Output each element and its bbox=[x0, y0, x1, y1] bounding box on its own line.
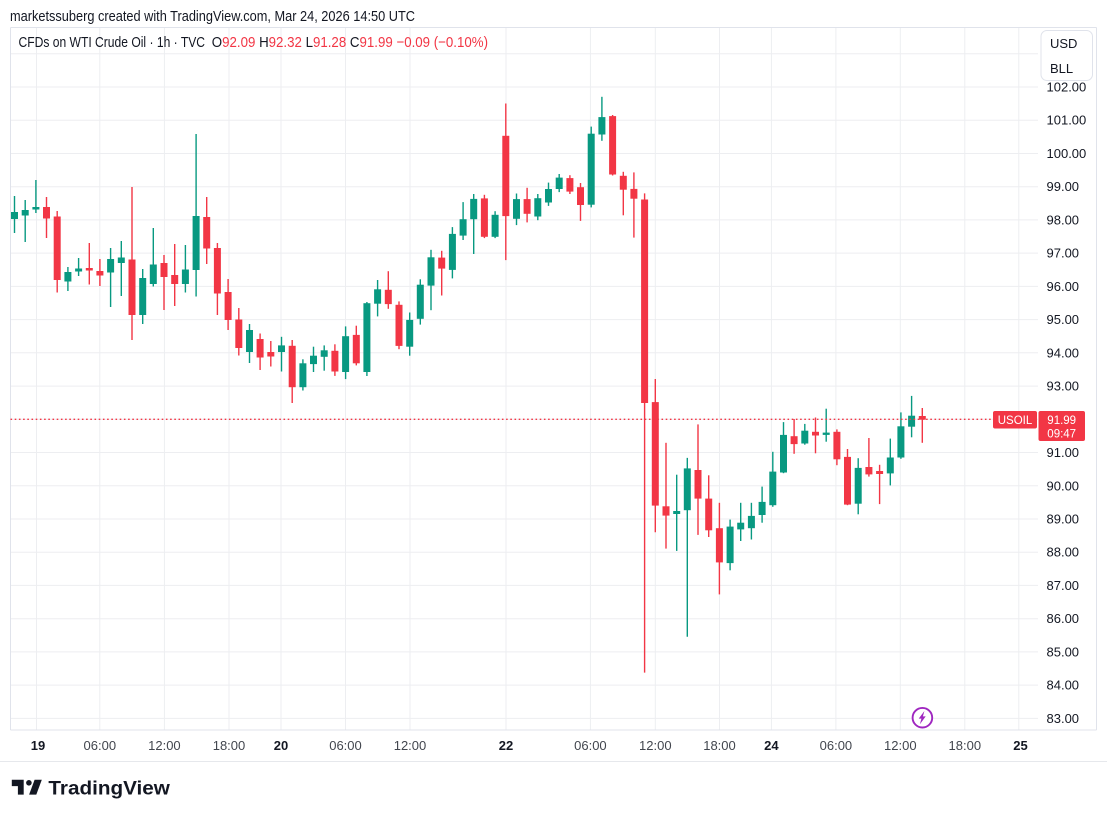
svg-text:93.00: 93.00 bbox=[1047, 379, 1080, 394]
svg-text:97.00: 97.00 bbox=[1047, 246, 1080, 261]
svg-text:25: 25 bbox=[1013, 738, 1027, 753]
svg-text:99.00: 99.00 bbox=[1047, 179, 1080, 194]
svg-text:marketssuberg created with Tra: marketssuberg created with TradingView.c… bbox=[10, 8, 415, 25]
svg-text:94.00: 94.00 bbox=[1047, 345, 1080, 360]
svg-text:CFDs on WTI Crude Oil · 1h · T: CFDs on WTI Crude Oil · 1h · TVC bbox=[19, 34, 206, 51]
svg-text:101.00: 101.00 bbox=[1047, 113, 1087, 128]
svg-text:98.00: 98.00 bbox=[1047, 212, 1080, 227]
svg-text:12:00: 12:00 bbox=[148, 738, 181, 753]
svg-text:USOIL: USOIL bbox=[998, 415, 1033, 427]
svg-text:91.00: 91.00 bbox=[1047, 445, 1080, 460]
svg-text:18:00: 18:00 bbox=[949, 738, 982, 753]
svg-text:12:00: 12:00 bbox=[394, 738, 427, 753]
svg-text:19: 19 bbox=[31, 738, 45, 753]
svg-text:06:00: 06:00 bbox=[574, 738, 607, 753]
svg-text:84.00: 84.00 bbox=[1047, 678, 1080, 693]
svg-text:83.00: 83.00 bbox=[1047, 711, 1080, 726]
svg-text:24: 24 bbox=[764, 738, 779, 753]
svg-text:91.99: 91.99 bbox=[1047, 415, 1076, 427]
svg-text:06:00: 06:00 bbox=[84, 738, 117, 753]
svg-text:O92.09 H92.32 L91.28 C91.99 −0: O92.09 H92.32 L91.28 C91.99 −0.09 (−0.10… bbox=[212, 34, 488, 51]
svg-text:20: 20 bbox=[274, 738, 288, 753]
svg-text:09:47: 09:47 bbox=[1047, 428, 1076, 440]
svg-text:95.00: 95.00 bbox=[1047, 312, 1080, 327]
svg-text:102.00: 102.00 bbox=[1047, 80, 1087, 95]
svg-text:18:00: 18:00 bbox=[703, 738, 736, 753]
svg-text:22: 22 bbox=[499, 738, 513, 753]
svg-text:12:00: 12:00 bbox=[884, 738, 917, 753]
svg-text:90.00: 90.00 bbox=[1047, 478, 1080, 493]
svg-text:85.00: 85.00 bbox=[1047, 644, 1080, 659]
svg-text:87.00: 87.00 bbox=[1047, 578, 1080, 593]
svg-text:18:00: 18:00 bbox=[213, 738, 246, 753]
svg-text:BLL: BLL bbox=[1050, 61, 1073, 76]
svg-text:89.00: 89.00 bbox=[1047, 512, 1080, 527]
svg-text:96.00: 96.00 bbox=[1047, 279, 1080, 294]
svg-text:06:00: 06:00 bbox=[820, 738, 853, 753]
svg-text:86.00: 86.00 bbox=[1047, 611, 1080, 626]
svg-text:12:00: 12:00 bbox=[639, 738, 672, 753]
svg-text:TradingView: TradingView bbox=[48, 777, 170, 799]
svg-text:USD: USD bbox=[1050, 36, 1077, 51]
svg-text:88.00: 88.00 bbox=[1047, 545, 1080, 560]
svg-text:06:00: 06:00 bbox=[329, 738, 362, 753]
svg-text:100.00: 100.00 bbox=[1047, 146, 1087, 161]
